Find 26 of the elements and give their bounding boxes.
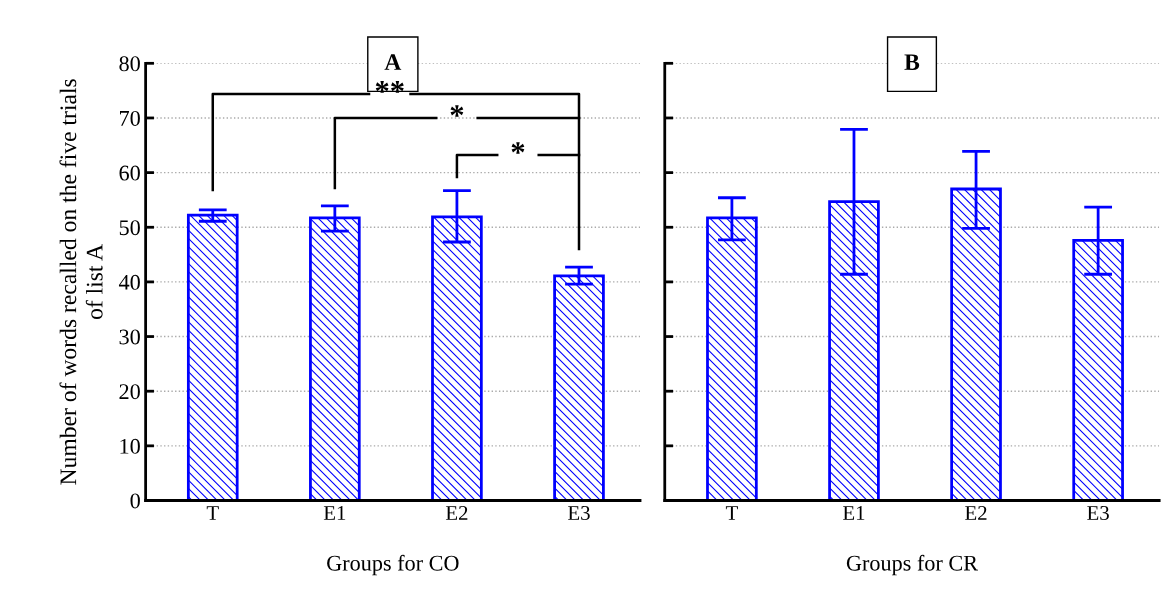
y-tick-label: 70 (120, 110, 140, 126)
annotation: ** (375, 81, 404, 93)
y-tick-label: 10 (120, 438, 140, 454)
x-tick-label: E1 (323, 506, 346, 520)
chart-title: B (904, 54, 920, 70)
annotation: * (450, 105, 464, 117)
y-tick-label: 30 (119, 329, 140, 345)
x-tick-label: E2 (445, 506, 468, 520)
x-axis-title: Groups for CO (327, 554, 459, 576)
x-tick-label: E1 (843, 506, 865, 520)
y-tick-label: 0 (130, 493, 140, 509)
y-tick-label: 80 (119, 56, 140, 72)
x-tick-label: E2 (965, 506, 987, 520)
x-tick-label: T (725, 506, 738, 520)
x-tick-label: E3 (568, 506, 590, 521)
x-tick-label: T (206, 506, 219, 520)
x-tick-label: E3 (1087, 506, 1109, 521)
chart-title: A (384, 54, 402, 70)
y-tick-label: 20 (119, 384, 140, 400)
x-axis-title: Groups for CR (846, 554, 978, 576)
y-axis-title: Number of words recalled on the five trials of list A (59, 79, 103, 485)
annotation: * (511, 142, 525, 154)
y-tick-label: 60 (119, 165, 140, 181)
y-tick-label: 50 (119, 220, 140, 236)
y-tick-label: 40 (118, 274, 140, 290)
bar (186, 213, 239, 501)
